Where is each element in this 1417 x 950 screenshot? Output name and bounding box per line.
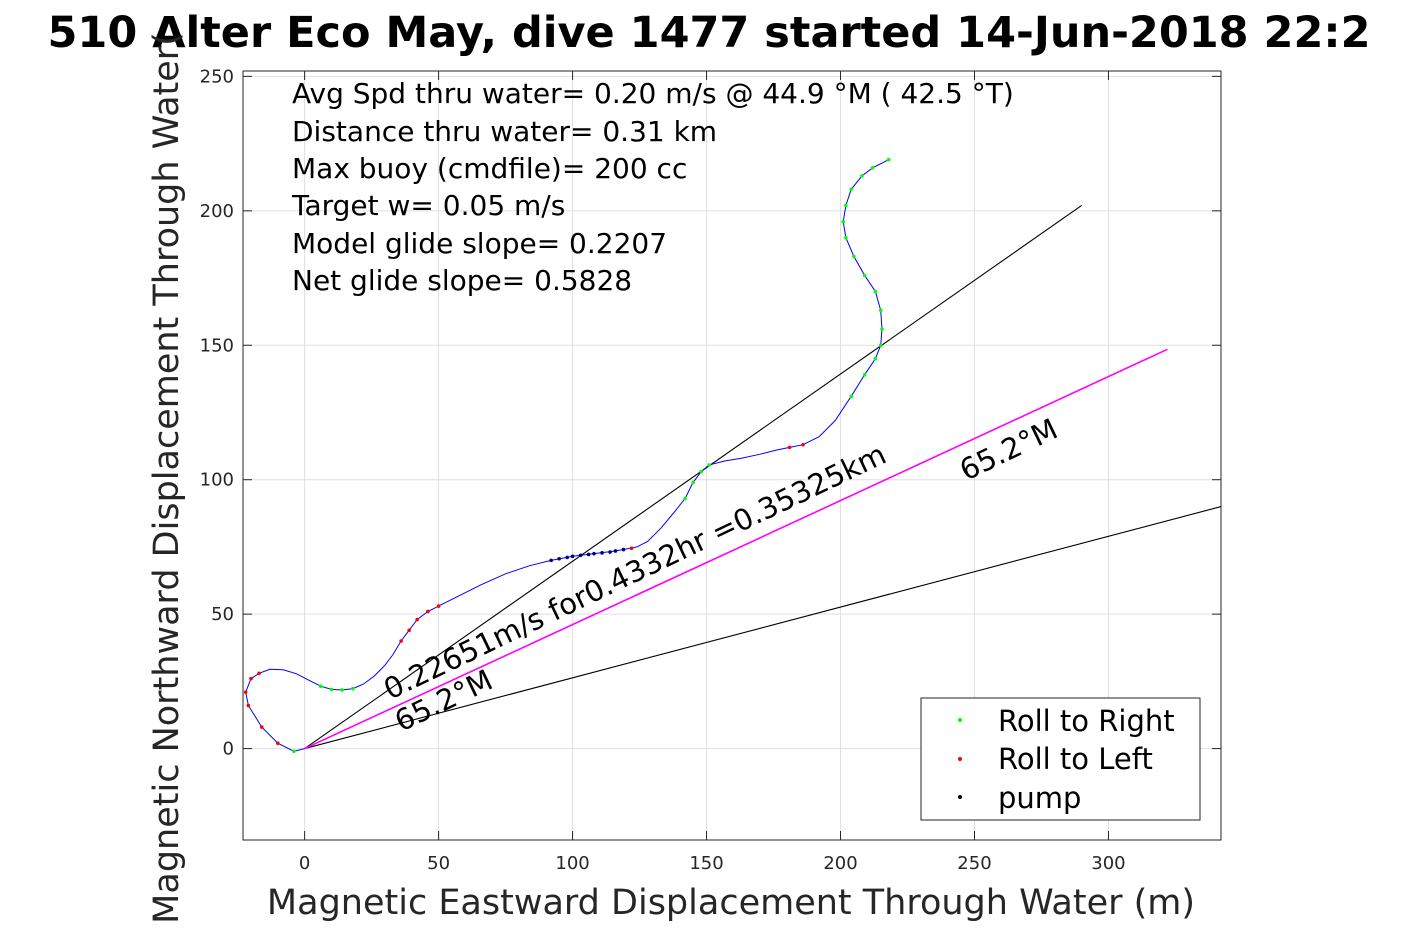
roll-right-point [707,463,712,467]
roll-right-point [878,308,883,313]
x-tick-label: 50 [427,853,450,874]
roll-right-point [870,165,875,170]
pump-point [621,547,626,552]
roll-right-point [691,480,695,485]
roll-right-point [849,394,854,399]
x-tick-label: 200 [823,853,857,874]
roll-right-point [873,356,878,361]
roll-right-point [862,273,867,278]
legend-marker-roll-right [958,718,962,722]
roll-left-point [801,442,805,447]
x-tick-label: 250 [957,853,991,874]
pump-point [600,551,604,555]
roll-right-point [841,219,845,224]
roll-left-point [259,725,264,729]
pump-point [613,549,618,553]
series-layer [243,157,1222,754]
y-axis-label: Magnetic Northward Displacement Through … [147,32,187,924]
roll-left-point [276,741,280,746]
pump-point [592,551,596,556]
legend-label-roll-left: Roll to Left [998,742,1153,776]
current-line [304,348,1168,750]
pump-point [557,556,561,561]
annotation-net-glide-slope: Net glide slope= 0.5828 [292,264,632,297]
x-tick-label: 100 [555,853,589,874]
roll-right-point [351,686,355,691]
annotation-distance: Distance thru water= 0.31 km [292,115,717,148]
pump-point [565,555,570,560]
y-tick-label: 150 [200,335,234,356]
roll-right-point [340,688,344,692]
legend-marker-pump [958,795,962,799]
y-tick-label: 200 [200,201,234,222]
axes: 0 50 100 150 200 250 300 0 50 100 150 200 250 [200,66,1222,874]
roll-left-point [629,546,634,551]
pump-point [549,558,553,563]
roll-right-point [844,203,848,208]
roll-right-point [699,469,703,474]
roll-left-point [436,604,441,608]
roll-right-point [852,254,856,259]
x-tick-label: 300 [1091,853,1125,874]
roll-right-point [329,687,334,692]
heading-line-1 [304,204,1082,750]
x-tick-label: 0 [299,853,310,874]
annotation-avg-speed: Avg Spd thru water= 0.20 m/s @ 44.9 °M (… [292,77,1014,110]
legend-label-pump: pump [998,781,1081,815]
roll-left-point [257,671,261,676]
roll-left-point [787,445,792,450]
heading-line-2 [304,506,1222,750]
y-tick-label: 100 [200,470,234,491]
x-tick-label: 150 [689,853,723,874]
legend-box [920,697,1201,821]
roll-right-point [860,174,864,178]
x-axis-label: Magnetic Eastward Displacement Through W… [267,883,1195,923]
roll-left-point [243,690,248,694]
roll-right-point [886,157,891,162]
roll-right-point [292,749,296,754]
roll-left-point [415,617,419,622]
roll-left-point [246,703,251,708]
pump-point [578,553,583,558]
roll-right-point [318,684,323,688]
roll-left-point [249,676,253,681]
annotation-target-w: Target w= 0.05 m/s [291,189,565,222]
roll-left-point [399,639,403,643]
pump-point [608,550,612,554]
roll-left-point [426,609,430,614]
roll-right-point [849,187,854,192]
legend-marker-roll-left [958,757,962,761]
y-tick-label: 250 [200,66,234,87]
roll-right-point [878,343,883,348]
y-tick-label: 50 [211,604,234,625]
roll-right-point [844,235,848,240]
annotation-max-buoy: Max buoy (cmdfile)= 200 cc [292,152,687,185]
axes-box [242,70,1222,841]
roll-right-point [683,496,687,501]
annotation-block: Avg Spd thru water= 0.20 m/s @ 44.9 °M (… [291,77,1014,297]
pump-point [570,554,575,559]
legend: Roll to Right Roll to Left pump [920,697,1201,821]
chart-title: 510 Alter Eco May, dive 1477 started 14-… [47,8,1370,58]
roll-right-point [873,289,878,294]
roll-left-point [407,628,411,633]
legend-label-roll-right: Roll to Right [998,704,1175,738]
roll-right-point [880,327,884,331]
roll-right-point [862,373,867,377]
pump-point [586,552,591,557]
y-tick-label: 0 [223,739,234,760]
annotation-model-glide-slope: Model glide slope= 0.2207 [292,227,667,260]
